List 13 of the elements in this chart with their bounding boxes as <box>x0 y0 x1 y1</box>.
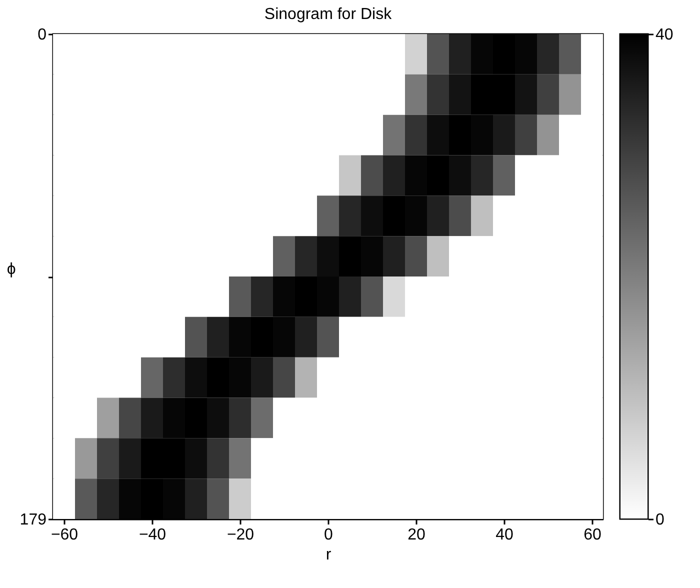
chart-title: Sinogram for Disk <box>264 6 393 23</box>
x-tick-label: 20 <box>408 526 426 544</box>
x-tick-label: −60 <box>50 526 78 544</box>
color-bar-label: 40 <box>656 26 674 44</box>
x-tick-label: 0 <box>324 526 334 544</box>
y-axis-title: ϕ <box>6 261 16 278</box>
x-tick-label: 60 <box>584 526 602 544</box>
x-tick-label: −40 <box>138 526 166 544</box>
x-tick-label: −20 <box>226 526 254 544</box>
y-tick-label: 179 <box>20 512 47 528</box>
x-axis-title: r <box>326 546 332 564</box>
color-bar-label: 0 <box>656 512 664 528</box>
x-tick-label: 40 <box>496 526 514 544</box>
